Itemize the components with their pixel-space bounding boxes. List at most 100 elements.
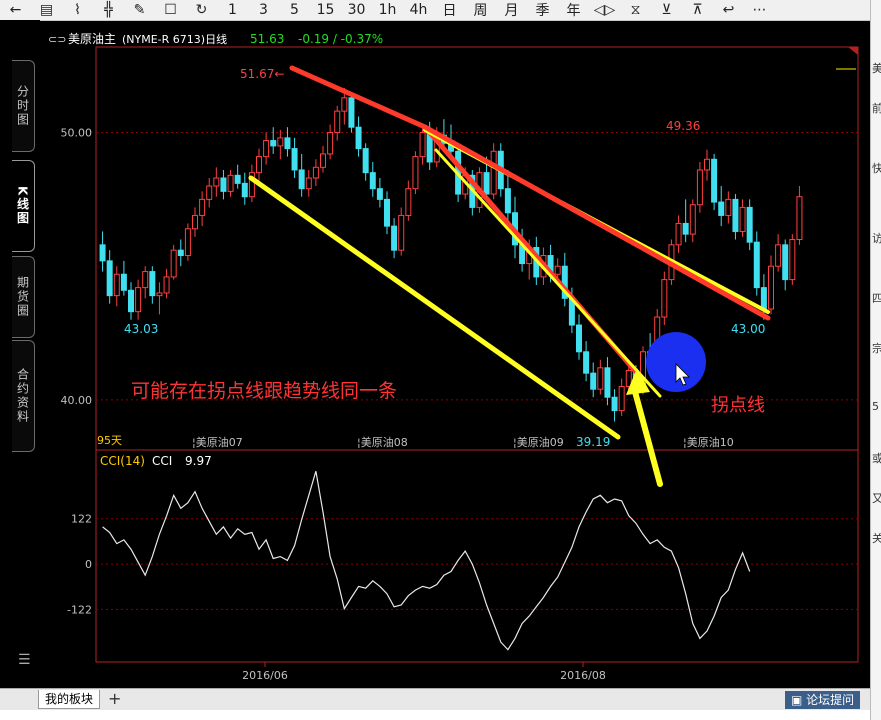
strip-text: 又 xyxy=(872,490,881,506)
link-icon: ⊂⊃ xyxy=(48,33,66,46)
more-icon[interactable]: ⋯ xyxy=(752,2,767,18)
candle-body xyxy=(135,287,142,313)
period-button-9[interactable]: 月 xyxy=(504,3,519,19)
right-side-strip: 美 前 快 访 四 宗 5 或 又 关 xyxy=(870,0,881,720)
candle-body xyxy=(696,169,703,206)
candle-body xyxy=(419,132,426,158)
strip-text: 或 xyxy=(872,450,881,466)
left-side-panel: ☰ 分时图 K线图期货圈 合约资料 xyxy=(0,20,40,685)
candle-body xyxy=(398,214,405,251)
candle-body xyxy=(199,198,206,216)
period-button-7[interactable]: 日 xyxy=(442,3,457,19)
candle-body xyxy=(483,172,490,195)
forum-question-label: 论坛提问 xyxy=(806,693,855,707)
date-axis-label: 2016/08 xyxy=(560,669,606,682)
candle-body xyxy=(384,198,390,227)
back-arrow-icon[interactable]: ← xyxy=(9,2,22,18)
contract-month-label: ¦美原油10 xyxy=(683,435,734,449)
side-tab-1[interactable]: K线图 xyxy=(12,160,35,252)
side-tab-0[interactable]: 分时图 xyxy=(12,60,35,152)
candle-body xyxy=(355,126,362,150)
candle-body xyxy=(284,137,291,150)
trend-line-red xyxy=(422,124,771,321)
candle-body xyxy=(298,169,305,190)
candle-body xyxy=(334,110,341,134)
candle-body xyxy=(597,367,604,390)
zoom-icon[interactable]: ⧖ xyxy=(630,2,641,18)
my-sector-tab[interactable]: 我的板块 xyxy=(38,690,101,709)
candle-body xyxy=(348,97,355,128)
period-button-5[interactable]: 1h xyxy=(378,2,397,18)
period-button-1[interactable]: 3 xyxy=(259,2,268,18)
forum-question-button[interactable]: ▣ 论坛提问 xyxy=(785,691,861,709)
period-button-3[interactable]: 15 xyxy=(316,2,335,18)
period-count-label: 95天 xyxy=(97,434,122,447)
candle-body xyxy=(305,177,312,190)
candle-body xyxy=(227,174,234,192)
period-button-2[interactable]: 5 xyxy=(290,2,299,18)
candle-body xyxy=(177,249,184,257)
strip-text: 前 xyxy=(872,100,881,116)
period-button-0[interactable]: 1 xyxy=(228,2,237,18)
candle-body xyxy=(113,273,120,297)
annotation-note: 可能存在拐点线跟趋势线同一条 xyxy=(131,380,397,402)
candle-icon[interactable]: ╬ xyxy=(104,2,113,18)
strip-text: 快 xyxy=(872,160,881,176)
side-tab-2[interactable]: 期货圈 xyxy=(12,256,35,338)
candle-body xyxy=(248,172,255,198)
candle-body xyxy=(675,222,682,246)
period-button-11[interactable]: 年 xyxy=(566,3,581,19)
add-tab-button[interactable]: + xyxy=(108,689,122,708)
collapse-icon[interactable]: ⊻ xyxy=(661,2,672,18)
candle-body xyxy=(554,265,561,275)
line-chart-icon[interactable]: ⌇ xyxy=(74,2,81,18)
candle-body xyxy=(192,214,198,230)
price-change: -0.19 / -0.37% xyxy=(298,32,383,46)
candle-body xyxy=(327,132,334,155)
menu-icon[interactable]: ☰ xyxy=(18,652,31,668)
period-button-8[interactable]: 周 xyxy=(473,3,488,19)
period-button-4[interactable]: 30 xyxy=(347,2,366,18)
candle-body xyxy=(256,156,262,174)
bottom-bar: 我的板块 + ▣ 论坛提问 xyxy=(0,688,870,711)
price-tick-label: 50.00 xyxy=(61,127,93,140)
candle-body xyxy=(106,260,113,297)
candle-body xyxy=(184,228,191,257)
strip-text: 四 xyxy=(872,290,881,306)
period-button-6[interactable]: 4h xyxy=(409,2,428,18)
side-tab-3[interactable]: 合约资料 xyxy=(12,340,35,452)
candle-body xyxy=(618,386,625,412)
candle-body xyxy=(746,206,753,243)
strip-text: 访 xyxy=(872,230,881,246)
refresh-icon[interactable]: ↻ xyxy=(195,2,208,18)
candle-body xyxy=(270,140,277,147)
candle-body xyxy=(213,177,220,187)
list-icon[interactable]: ▤ xyxy=(39,2,54,18)
cursor-highlight xyxy=(646,332,706,392)
candle-body xyxy=(753,241,760,289)
instrument-code: (NYME-R 6713)日线 xyxy=(122,32,227,46)
contract-month-label: ¦美原油09 xyxy=(513,435,564,449)
candle-body xyxy=(263,140,270,158)
chart-toolbar: ← ▤ ⌇ ╬ ✎ ☐ ↻ 1 3 5 15 30 1h 4h 日周月季年 ◁▷ ⧖ ⊻ ⊼ ↩ ⋯ xyxy=(0,0,870,21)
cci-tick-label: 122 xyxy=(71,513,92,526)
candle-body xyxy=(206,185,213,200)
arrow-shaft xyxy=(631,385,663,487)
candle-body xyxy=(682,222,689,235)
candle-body xyxy=(760,287,767,310)
cci-tick-label: -122 xyxy=(67,603,92,616)
return-icon[interactable]: ↩ xyxy=(722,2,735,18)
chart-frame xyxy=(95,46,859,663)
candle-body xyxy=(583,351,590,374)
candle-body xyxy=(590,372,597,390)
box-icon[interactable]: ☐ xyxy=(164,2,177,18)
period-button-10[interactable]: 季 xyxy=(535,3,550,19)
candle-body xyxy=(796,196,803,240)
draw-tool-icon[interactable]: ✎ xyxy=(133,2,146,18)
expand-icon[interactable]: ⊼ xyxy=(692,2,703,18)
zoom-in-out-icon[interactable]: ◁▷ xyxy=(593,2,616,18)
kline-chart[interactable]: 50.00 40.00 ⊂⊃ 美原油主 (NYME-R 6713)日线 51.63 -0.1… xyxy=(0,0,870,688)
candle-body xyxy=(739,206,746,232)
corner-mark xyxy=(848,47,858,55)
candle-body xyxy=(405,188,412,216)
